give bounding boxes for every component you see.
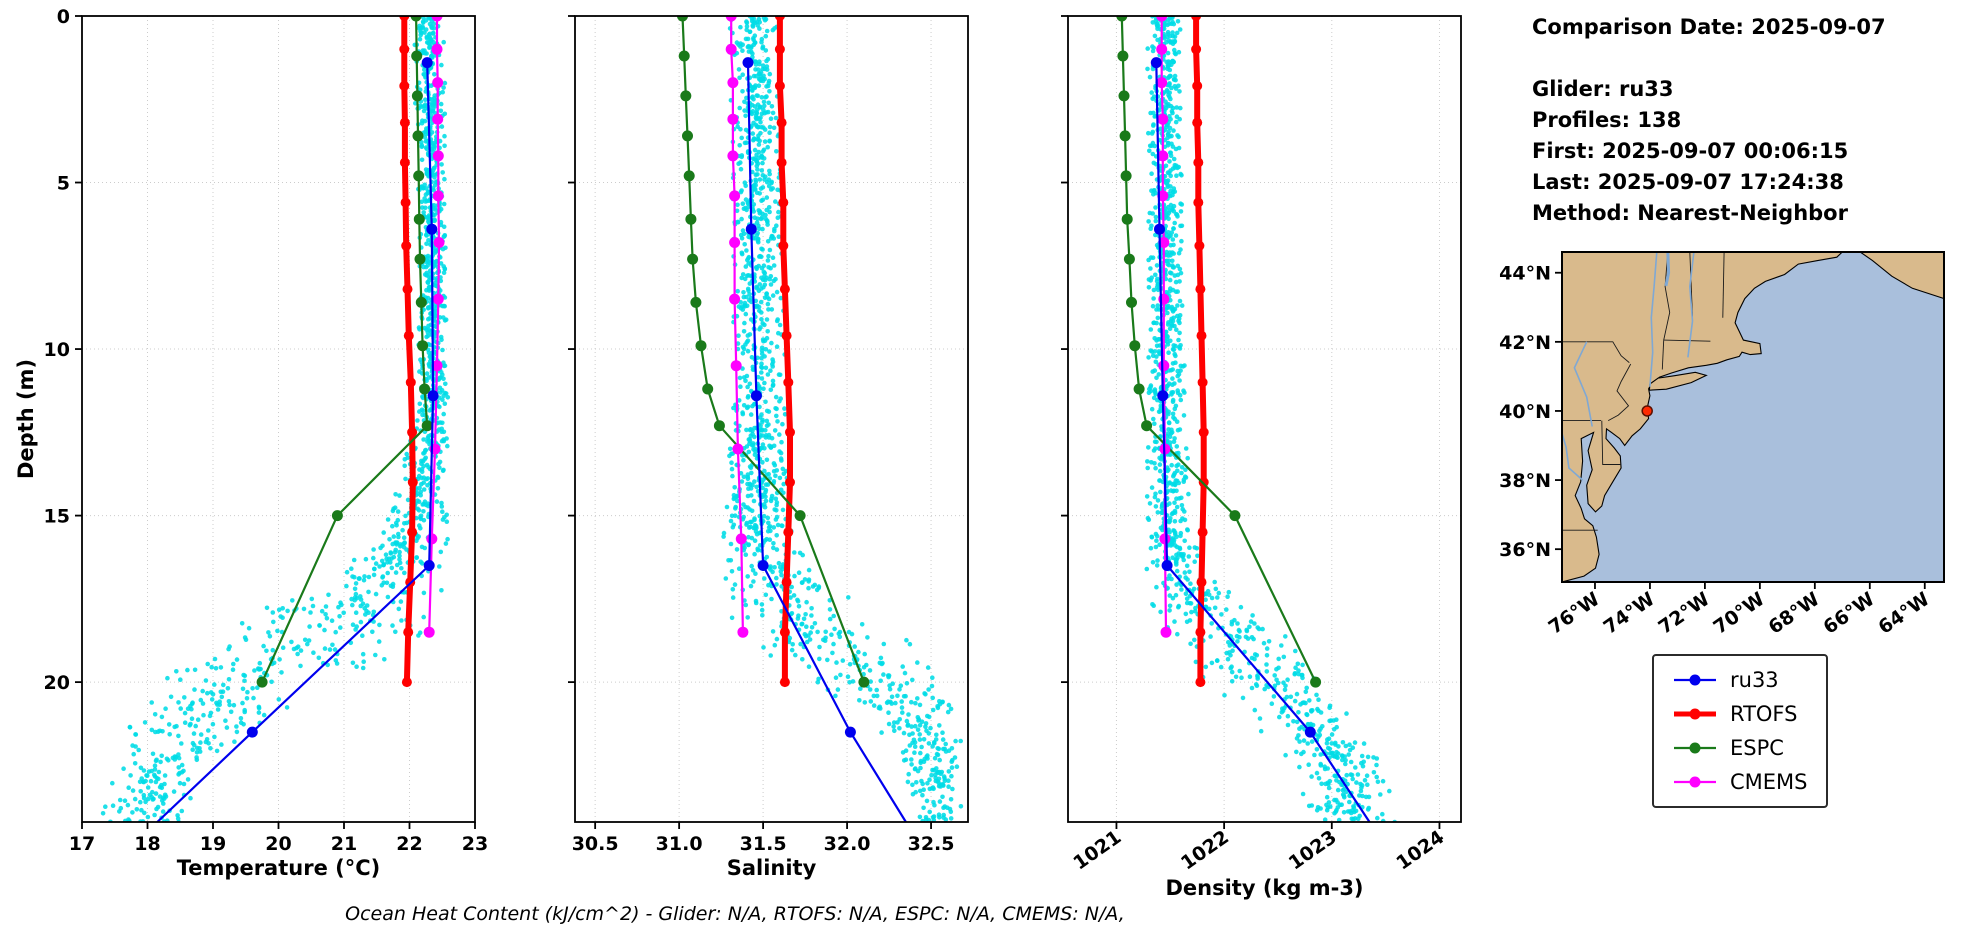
location-map: 44°N 42°N 40°N 38°N 36°N 76°W74°W72°W70°W68°W… [1499, 251, 1945, 639]
legend-item-rtofs: RTOFS [1672, 702, 1808, 726]
salinity-plot-canvas: 30.5 31.0 31.5 32.0 32.5 [568, 15, 969, 855]
svg-text:36°N: 36°N [1499, 539, 1551, 561]
info-last: Last: 2025-09-07 17:24:38 [1532, 170, 1844, 194]
legend-item-cmems: CMEMS [1672, 770, 1808, 794]
legend-label-espc: ESPC [1730, 736, 1784, 760]
legend-item-ru33: ru33 [1672, 668, 1808, 692]
svg-text:31.5: 31.5 [740, 833, 787, 855]
svg-text:1024: 1024 [1392, 826, 1448, 874]
svg-text:1023: 1023 [1285, 826, 1341, 874]
svg-text:0: 0 [57, 8, 70, 28]
legend-line-rtofs [1674, 708, 1716, 720]
svg-text:32.5: 32.5 [908, 833, 955, 855]
info-spacer [1532, 43, 1886, 74]
info-comparison-date: Comparison Date: 2025-09-07 [1532, 15, 1886, 39]
svg-text:72°W: 72°W [1655, 588, 1714, 639]
info-glider: Glider: ru33 [1532, 77, 1674, 101]
legend-label-cmems: CMEMS [1730, 770, 1808, 794]
svg-text:38°N: 38°N [1499, 470, 1551, 492]
info-first: First: 2025-09-07 00:06:15 [1532, 139, 1849, 163]
svg-text:21: 21 [331, 833, 357, 855]
ocean-heat-footer: Ocean Heat Content (kJ/cm^2) - Glider: N… [345, 903, 1125, 925]
legend: ru33 RTOFS ESPC CMEMS [1652, 654, 1828, 808]
svg-text:68°W: 68°W [1764, 588, 1823, 639]
svg-text:74°W: 74°W [1600, 588, 1659, 639]
svg-text:20: 20 [44, 672, 70, 694]
temperature-plot-canvas: 17 18 19 20 21 22 23 0 5 10 15 20 [44, 6, 489, 855]
salinity-plot: 30.5 31.0 31.5 32.0 32.5 [535, 8, 995, 880]
legend-line-ru33 [1674, 674, 1716, 686]
svg-text:17: 17 [69, 833, 95, 855]
temperature-plot: 17 18 19 20 21 22 23 0 5 10 15 20 [42, 6, 502, 880]
svg-text:70°W: 70°W [1710, 588, 1769, 639]
svg-text:5: 5 [57, 173, 70, 195]
svg-text:40°N: 40°N [1499, 401, 1551, 423]
legend-label-rtofs: RTOFS [1730, 702, 1798, 726]
density-plot-canvas: 1021 1022 1023 1024 [1061, 15, 1462, 874]
svg-text:10: 10 [44, 339, 70, 361]
svg-text:66°W: 66°W [1819, 588, 1878, 639]
salinity-axis-label: Salinity [726, 856, 817, 880]
density-axis-label: Density (kg m-3) [1165, 876, 1364, 900]
legend-item-espc: ESPC [1672, 736, 1808, 760]
svg-text:76°W: 76°W [1545, 588, 1604, 639]
depth-axis-label: Depth (m) [14, 358, 38, 480]
svg-text:31.0: 31.0 [656, 833, 703, 855]
info-profiles: Profiles: 138 [1532, 108, 1682, 132]
svg-text:15: 15 [44, 506, 70, 528]
svg-text:44°N: 44°N [1499, 263, 1551, 285]
density-plot: 1021 1022 1023 1024 [1028, 8, 1488, 880]
svg-text:18: 18 [134, 833, 160, 855]
svg-text:30.5: 30.5 [572, 833, 619, 855]
legend-line-cmems [1674, 776, 1716, 788]
temperature-axis-label: Temperature (°C) [176, 856, 381, 880]
svg-text:32.0: 32.0 [824, 833, 871, 855]
info-panel: Comparison Date: 2025-09-07 Glider: ru33… [1532, 12, 1886, 229]
svg-text:20: 20 [265, 833, 291, 855]
svg-text:42°N: 42°N [1499, 332, 1551, 354]
svg-text:1022: 1022 [1177, 826, 1233, 874]
legend-label-ru33: ru33 [1730, 668, 1779, 692]
svg-text:64°W: 64°W [1874, 588, 1933, 639]
svg-text:19: 19 [200, 833, 226, 855]
svg-text:1021: 1021 [1069, 826, 1125, 874]
svg-text:23: 23 [462, 833, 488, 855]
info-method: Method: Nearest-Neighbor [1532, 201, 1848, 225]
svg-text:22: 22 [396, 833, 422, 855]
legend-line-espc [1674, 742, 1716, 754]
